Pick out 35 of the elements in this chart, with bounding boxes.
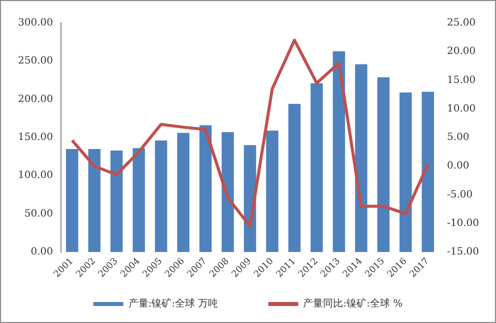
y2-tick-label: 20.00 <box>447 46 476 58</box>
line-series <box>70 38 430 228</box>
y-tick-label: 100.00 <box>18 170 53 182</box>
y2-tick-label: -10.00 <box>447 218 480 229</box>
bar <box>199 125 212 252</box>
bar <box>355 64 368 252</box>
y2-tick-label: 10.00 <box>447 103 476 114</box>
legend-label: 产量:镍矿:全球 万吨 <box>128 298 218 310</box>
y2-tick-label: 5.00 <box>447 132 470 143</box>
bar <box>266 130 278 252</box>
y-tick-label: 150.00 <box>18 132 53 143</box>
bar <box>288 104 301 252</box>
y-tick-label: 200.00 <box>18 94 53 105</box>
bar <box>154 140 168 252</box>
bar <box>66 148 78 252</box>
y2-tick-label: 15.00 <box>447 74 476 86</box>
y-tick-label: 300.00 <box>18 18 53 28</box>
bar <box>310 83 323 252</box>
bar <box>400 92 412 252</box>
y2-tick-label: -15.00 <box>447 246 480 258</box>
bar <box>177 132 190 252</box>
bar <box>88 148 100 252</box>
bar <box>132 148 145 252</box>
bar <box>332 51 346 252</box>
y-tick-label: 50.00 <box>24 208 53 220</box>
bar <box>377 77 390 252</box>
bar <box>422 92 434 252</box>
y-tick-label: 0.00 <box>30 246 53 258</box>
y2-tick-label: -5.00 <box>447 189 473 200</box>
bar <box>110 150 123 252</box>
legend-label: 产量同比:镍矿:全球 % <box>303 298 403 310</box>
bar <box>222 132 234 252</box>
y-tick-label: 250.00 <box>18 56 53 67</box>
y2-tick-label: 0.00 <box>447 160 470 172</box>
y2-tick-label: 25.00 <box>447 18 476 28</box>
